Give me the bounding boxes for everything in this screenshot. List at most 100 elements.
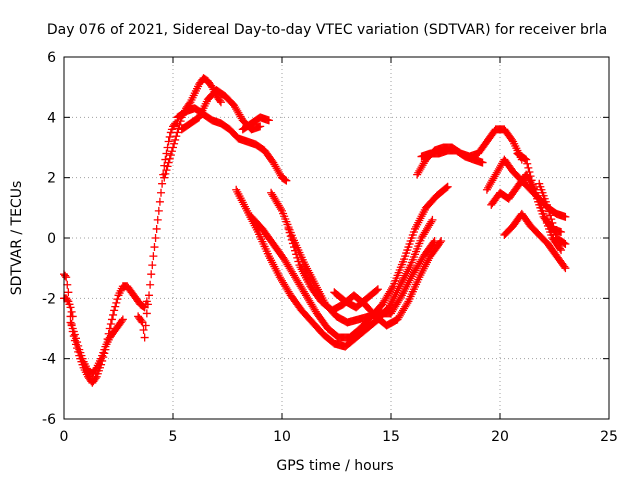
data-point <box>61 271 70 280</box>
series-track-12 <box>284 224 446 330</box>
data-point <box>548 218 557 227</box>
data-point <box>170 139 179 148</box>
data-point <box>557 246 566 255</box>
data-point <box>110 306 119 315</box>
data-point <box>545 207 554 216</box>
data-point <box>151 234 160 242</box>
data-point <box>161 169 170 178</box>
data-point <box>163 162 172 171</box>
data-point <box>294 257 303 266</box>
series-track-4 <box>134 119 182 342</box>
data-point <box>282 176 291 185</box>
data-point <box>550 226 559 235</box>
data-point <box>64 288 73 297</box>
x-tick-label: 20 <box>491 429 509 445</box>
series-track-2 <box>66 315 127 378</box>
data-point <box>521 154 530 163</box>
data-point <box>173 128 182 137</box>
data-point <box>148 261 157 270</box>
data-point <box>153 215 162 224</box>
data-point <box>66 303 75 312</box>
data-point <box>276 205 285 214</box>
data-point <box>281 175 290 184</box>
data-point <box>524 163 533 172</box>
data-point <box>147 270 156 279</box>
data-point <box>145 291 154 300</box>
data-point <box>165 132 174 141</box>
data-point <box>543 203 552 212</box>
data-point <box>546 211 555 220</box>
data-point <box>154 206 163 215</box>
series-track-11 <box>267 188 439 327</box>
data-point <box>169 143 177 152</box>
data-point <box>388 284 397 293</box>
y-tick-label: -6 <box>42 412 56 428</box>
data-point <box>109 310 118 319</box>
series-track-19 <box>513 149 566 236</box>
data-point <box>172 132 181 141</box>
data-point <box>293 253 302 262</box>
x-tick-label: 0 <box>60 429 69 445</box>
data-point <box>561 240 570 249</box>
data-point <box>560 239 569 248</box>
data-point <box>74 341 83 350</box>
data-point <box>167 147 176 156</box>
data-point <box>140 333 149 342</box>
data-point <box>164 158 173 167</box>
data-point <box>284 224 293 233</box>
x-tick-label: 5 <box>169 429 178 445</box>
data-point <box>68 312 77 321</box>
data-point <box>523 159 532 168</box>
data-point <box>155 197 164 206</box>
data-point <box>373 285 382 294</box>
data-point <box>146 280 155 289</box>
data-point <box>215 96 224 105</box>
x-tick-label: 10 <box>273 429 291 445</box>
data-point <box>216 98 225 107</box>
data-point <box>166 151 175 160</box>
data-point <box>289 243 298 252</box>
data-point <box>549 222 558 231</box>
data-point <box>291 246 300 255</box>
plot-frame <box>63 56 610 420</box>
series-track-20 <box>535 179 570 249</box>
data-point <box>158 179 167 188</box>
data-point <box>142 309 151 318</box>
data-point <box>527 176 536 185</box>
data-point <box>63 280 72 289</box>
data-point <box>561 264 570 273</box>
data-point <box>526 172 535 181</box>
data-point <box>157 188 166 197</box>
grid <box>64 57 609 419</box>
data-point <box>522 155 531 164</box>
data-point <box>560 262 569 271</box>
data-point <box>171 135 180 144</box>
data-point <box>288 239 297 248</box>
series-track-3 <box>60 294 77 321</box>
data-point <box>427 217 436 226</box>
data-point <box>152 224 161 233</box>
data-point <box>256 122 265 131</box>
series-track-18 <box>500 209 570 273</box>
data-point <box>428 215 437 224</box>
y-tick-label: 6 <box>47 50 56 66</box>
data-point <box>285 228 294 237</box>
data-point <box>555 244 564 253</box>
data-point <box>112 298 121 307</box>
y-tick-label: 0 <box>47 231 56 247</box>
y-tick-label: 4 <box>47 110 56 126</box>
data-point <box>403 299 412 308</box>
data-point <box>160 173 169 182</box>
data-point <box>149 252 158 261</box>
data-point <box>547 215 556 224</box>
series-track-6 <box>173 104 291 185</box>
data-point <box>91 374 100 383</box>
data-point <box>437 237 446 246</box>
series-track-9 <box>232 185 437 351</box>
data-point <box>143 300 152 309</box>
data-point <box>165 154 174 163</box>
data-point <box>551 230 560 239</box>
data-point <box>557 227 566 236</box>
data-point <box>525 168 534 177</box>
